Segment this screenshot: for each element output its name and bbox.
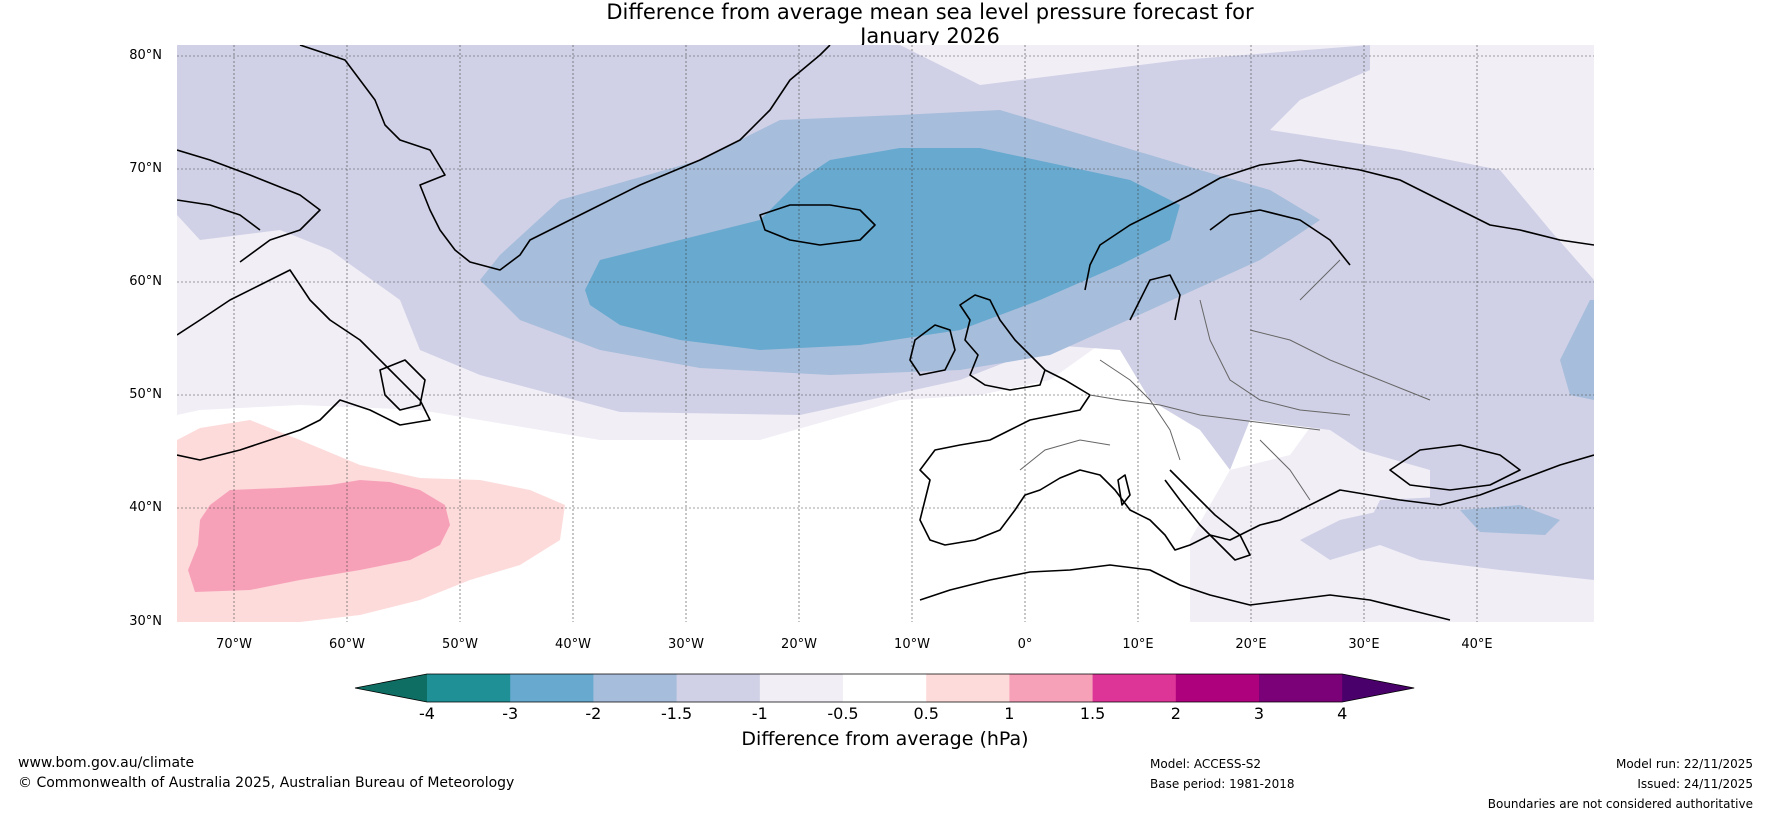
issued-date: Issued: 24/11/2025 — [1637, 777, 1753, 791]
longitude-label: 50°W — [442, 637, 478, 652]
colorbar-tick-label: -1.5 — [660, 704, 693, 723]
coastlines — [177, 45, 1594, 621]
colorbar-outline — [354, 673, 1415, 703]
base-period: Base period: 1981-2018 — [1150, 777, 1295, 791]
longitude-label: 10°W — [894, 637, 930, 652]
latitude-label: 80°N — [129, 48, 162, 63]
colorbar-tick-label: 1 — [1004, 704, 1015, 723]
latitude-label: 70°N — [129, 161, 162, 176]
country-borders — [1019, 259, 1431, 501]
colorbar-segment — [926, 674, 1010, 702]
longitude-label: 0° — [1017, 637, 1033, 652]
website-link[interactable]: www.bom.gov.au/climate — [18, 755, 195, 771]
copyright-text: © Commonwealth of Australia 2025, Austra… — [18, 775, 515, 791]
model-run-date: Model run: 22/11/2025 — [1615, 757, 1753, 771]
colorbar-label: Difference from average (hPa) — [741, 728, 1029, 750]
colorbar-segment — [1259, 674, 1343, 702]
colorbar-segment — [510, 674, 594, 702]
colorbar-tick-label: -1 — [751, 704, 768, 723]
title-line-2: January 2026 — [860, 24, 1000, 48]
colorbar-tick-label: -0.5 — [827, 704, 859, 723]
colorbar-segment — [759, 674, 844, 702]
chart-title: Difference from average mean sea level p… — [0, 0, 1770, 48]
longitude-label: 20°E — [1235, 637, 1267, 652]
longitude-label: 60°W — [329, 637, 365, 652]
colorbar — [354, 673, 1415, 703]
longitude-label: 30°W — [668, 637, 704, 652]
longitude-label: 10°E — [1122, 637, 1154, 652]
anomaly-band-blue-core — [585, 148, 1180, 350]
colorbar-segment — [676, 674, 761, 702]
colorbar-tick-label: -2 — [585, 704, 602, 723]
colorbar-segment — [593, 674, 678, 702]
colorbar-tick-label: 1.5 — [1079, 704, 1106, 723]
latitude-label: 60°N — [129, 274, 162, 289]
colorbar-segment — [427, 674, 511, 702]
model-name: Model: ACCESS-S2 — [1150, 757, 1262, 771]
title-line-1: Difference from average mean sea level p… — [606, 0, 1254, 24]
latitude-label: 30°N — [129, 614, 162, 629]
colorbar-extend-max — [1342, 674, 1415, 702]
colorbar-tick-label: -3 — [502, 704, 519, 723]
colorbar-segment — [843, 674, 927, 702]
latitude-label: 40°N — [129, 500, 162, 515]
longitude-label: 30°E — [1348, 637, 1380, 652]
disclaimer: Boundaries are not considered authoritat… — [1487, 797, 1753, 811]
longitude-label: 40°E — [1461, 637, 1493, 652]
anomaly-band-grey-blue-east — [1560, 300, 1594, 400]
colorbar-segment — [1092, 674, 1177, 702]
graticule — [177, 45, 1594, 622]
longitude-label: 70°W — [216, 637, 252, 652]
colorbar-tick-label: 4 — [1337, 704, 1348, 723]
colorbar-extend-min — [355, 674, 427, 702]
colorbar-segment — [1175, 674, 1260, 702]
longitude-label: 20°W — [781, 637, 817, 652]
colorbar-tick-label: 3 — [1253, 704, 1265, 723]
longitude-label: 40°W — [555, 637, 591, 652]
colorbar-tick-label: 0.5 — [913, 704, 939, 723]
map-area — [177, 45, 1594, 622]
latitude-label: 50°N — [129, 387, 162, 402]
colorbar-segment — [1009, 674, 1094, 702]
colorbar-tick-label: -4 — [419, 704, 435, 723]
anomaly-band-grey-blue-med — [1460, 505, 1560, 535]
colorbar-tick-label: 2 — [1170, 704, 1181, 723]
